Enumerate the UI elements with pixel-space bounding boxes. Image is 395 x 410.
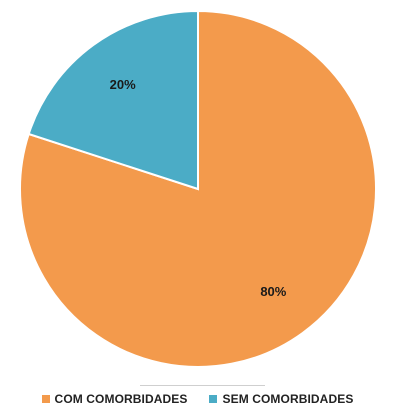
pie-data-labels: 80% 20% bbox=[110, 77, 287, 299]
legend-swatch-sem-comorbidades bbox=[209, 395, 218, 403]
pie-slice-sem-comorbidades bbox=[27, 9, 199, 191]
data-label-com-comorbidades: 80% bbox=[260, 284, 286, 299]
legend-divider bbox=[140, 385, 265, 386]
legend-item-com-comorbidades: COM COMORBIDADES bbox=[41, 392, 188, 406]
legend-swatch-com-comorbidades bbox=[41, 395, 50, 403]
pie-slices bbox=[19, 9, 377, 368]
chart-legend: COM COMORBIDADES SEM COMORBIDADES bbox=[0, 392, 395, 406]
legend-label-sem-comorbidades: SEM COMORBIDADES bbox=[222, 392, 354, 406]
legend-item-sem-comorbidades: SEM COMORBIDADES bbox=[209, 392, 353, 406]
pie-slice-com-comorbidades bbox=[19, 9, 377, 368]
data-label-sem-comorbidades: 20% bbox=[110, 77, 136, 92]
legend-label-com-comorbidades: COM COMORBIDADES bbox=[54, 392, 188, 406]
